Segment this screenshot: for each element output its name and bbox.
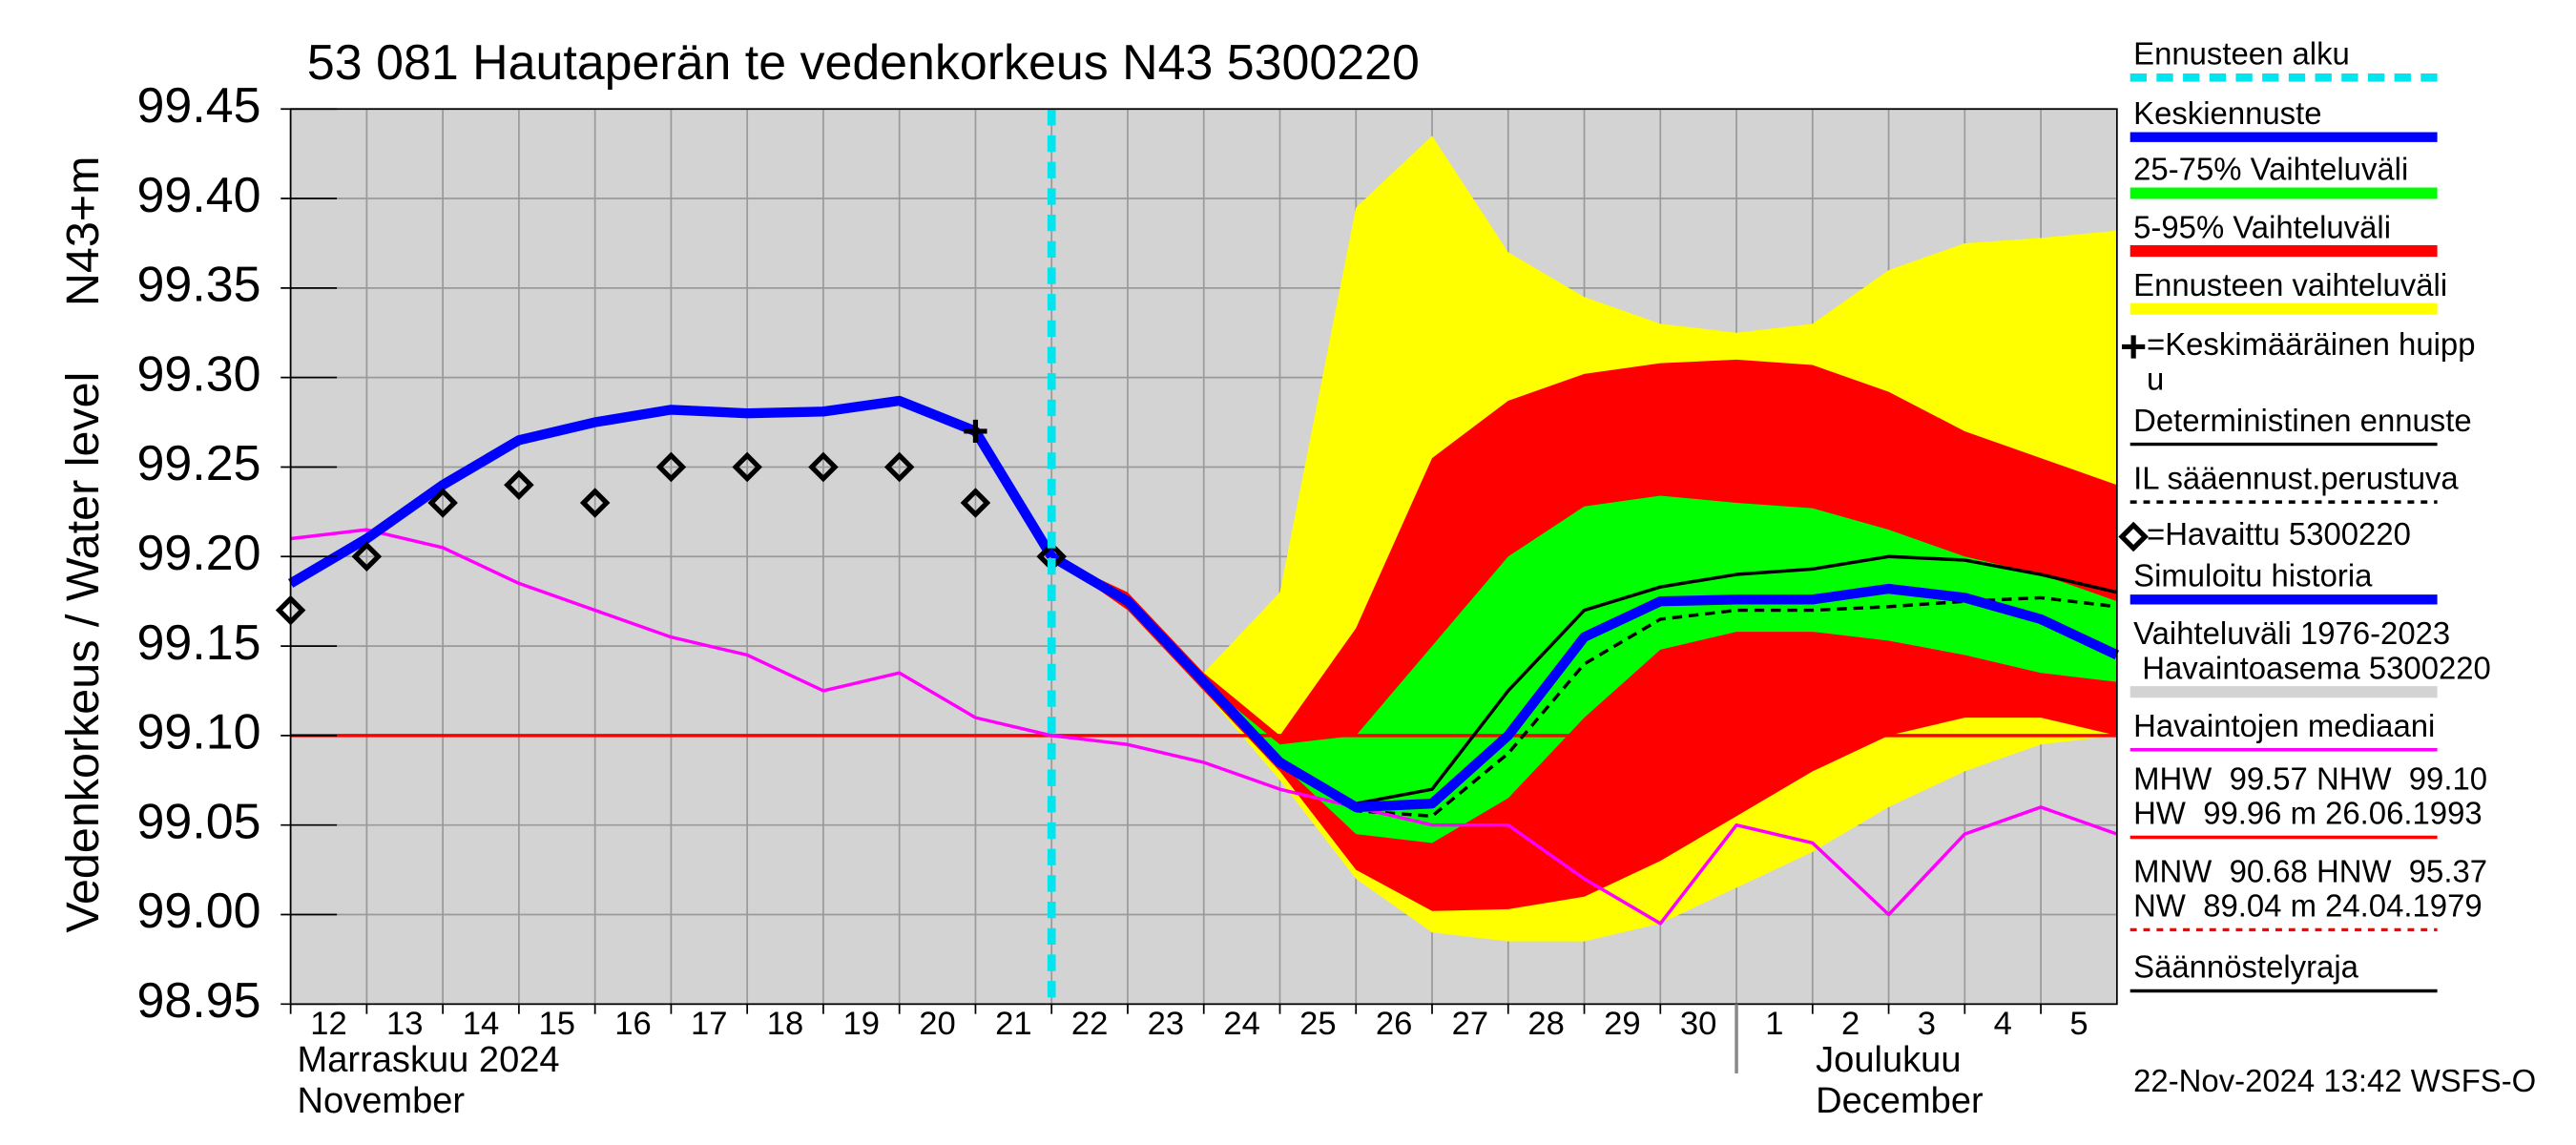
legend-label: Simuloitu historia (2133, 557, 2373, 593)
x-tick-label: 23 (1148, 1006, 1184, 1042)
x-tick-label: 25 (1299, 1006, 1336, 1042)
legend-label: 5-95% Vaihteluväli (2133, 209, 2391, 244)
x-tick-label: 1 (1765, 1006, 1783, 1042)
x-tick-label: 13 (386, 1006, 423, 1042)
series-line (287, 395, 1056, 588)
y-tick-label: 99.15 (137, 615, 261, 671)
y-tick-label: 99.05 (137, 794, 261, 849)
cross-marker (964, 419, 987, 444)
legend-label: NW 89.04 m 24.04.1979 (2133, 888, 2482, 924)
y-tick-label: 98.95 (137, 973, 261, 1029)
month-label: November (298, 1081, 466, 1121)
x-tick-label: 3 (1918, 1006, 1936, 1042)
diamond-marker (960, 488, 991, 518)
x-tick-label: 22 (1071, 1006, 1108, 1042)
diamond-marker (883, 451, 915, 483)
range-band (1051, 495, 2117, 843)
x-tick-label: 19 (843, 1006, 880, 1042)
legend-label: Deterministinen ennuste (2133, 403, 2472, 438)
diamond-marker (579, 488, 611, 518)
legend-label: Ennusteen alku (2133, 36, 2350, 72)
legend-label: Ennusteen vaihteluväli (2133, 267, 2447, 302)
y-tick-label: 99.45 (137, 78, 261, 134)
footer: 22-Nov-2024 13:42 WSFS-O (2133, 1063, 2536, 1098)
y-tick-label: 99.20 (137, 526, 261, 581)
legend-label: =Keskimääräinen huipp (2147, 326, 2475, 362)
diamond-marker (427, 488, 458, 518)
y-tick-label: 99.35 (137, 258, 261, 313)
x-tick-label: 26 (1376, 1006, 1412, 1042)
month-label: December (1816, 1081, 1984, 1121)
y-unit-label: N43+m (57, 156, 109, 307)
x-tick-label: 4 (1994, 1006, 2012, 1042)
y-tick-label: 99.30 (137, 346, 261, 402)
x-tick-label: 18 (767, 1006, 803, 1042)
x-tick-label: 21 (995, 1006, 1031, 1042)
x-tick-label: 14 (463, 1006, 499, 1042)
month-label: Joulukuu (1816, 1040, 1961, 1080)
diamond-marker (808, 451, 839, 483)
series-line (290, 528, 2118, 926)
legend-label: =Havaittu 5300220 (2147, 516, 2411, 552)
legend-symbol (2122, 335, 2146, 359)
x-tick-label: 2 (1841, 1006, 1859, 1042)
legend-label: 25-75% Vaihteluväli (2133, 152, 2408, 187)
x-tick-label: 29 (1604, 1006, 1640, 1042)
legend-symbol (2118, 521, 2149, 552)
x-tick-label: 27 (1452, 1006, 1488, 1042)
x-tick-label: 15 (539, 1006, 575, 1042)
legend-label: HW 99.96 m 26.06.1993 (2133, 796, 2482, 831)
legend-label: u (2147, 361, 2164, 396)
legend-label: IL sääennust.perustuva (2133, 460, 2459, 495)
legend-label: Keskiennuste (2133, 95, 2321, 131)
x-tick-label: 24 (1223, 1006, 1259, 1042)
diamond-marker (351, 541, 383, 572)
y-tick-label: 99.25 (137, 436, 261, 491)
diamond-marker (504, 469, 534, 501)
diamond-marker (655, 451, 687, 483)
legend-label: Havaintojen mediaani (2133, 708, 2435, 743)
legend-label: Säännöstelyraja (2133, 949, 2358, 985)
legend-label: MHW 99.57 NHW 99.10 (2133, 760, 2487, 796)
y-tick-label: 99.40 (137, 168, 261, 223)
x-tick-label: 28 (1527, 1006, 1564, 1042)
diamond-marker (732, 451, 762, 483)
chart-title: 53 081 Hautaperän te vedenkorkeus N43 53… (307, 35, 1420, 91)
x-tick-label: 20 (919, 1006, 955, 1042)
y-axis-label: Vedenkorkeus / Water level (57, 372, 109, 933)
x-tick-label: 12 (310, 1006, 346, 1042)
legend-label: Vaihteluväli 1976-2023 (2133, 615, 2450, 651)
y-tick-label: 99.00 (137, 884, 261, 939)
series-line (1049, 552, 2120, 813)
month-label: Marraskuu 2024 (298, 1040, 560, 1080)
x-tick-label: 30 (1680, 1006, 1716, 1042)
x-tick-label: 17 (691, 1006, 727, 1042)
x-tick-label: 5 (2069, 1006, 2088, 1042)
legend-label: MNW 90.68 HNW 95.37 (2133, 853, 2487, 888)
y-tick-label: 99.10 (137, 705, 261, 760)
legend-label: Havaintoasema 5300220 (2133, 650, 2491, 685)
x-tick-label: 16 (614, 1006, 651, 1042)
